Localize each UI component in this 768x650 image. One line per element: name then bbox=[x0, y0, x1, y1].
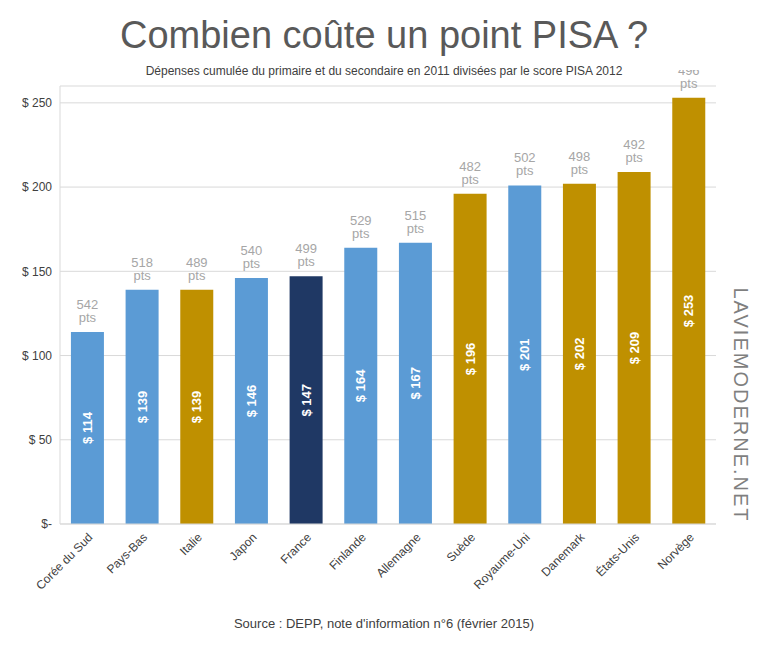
svg-text:$ 200: $ 200 bbox=[22, 180, 52, 194]
svg-text:Corée du Sud: Corée du Sud bbox=[33, 530, 95, 592]
svg-text:Allemagne: Allemagne bbox=[373, 530, 423, 580]
svg-text:Danemark: Danemark bbox=[538, 530, 588, 580]
html-text:Source : DEPP, note d'informat: Source : DEPP, note d'information n°6 (f… bbox=[233, 616, 534, 631]
svg-text:$ 114: $ 114 bbox=[80, 411, 95, 444]
html-text:Combien coûte un point PISA ?: Combien coûte un point PISA ? bbox=[119, 14, 649, 56]
svg-text:$ 150: $ 150 bbox=[22, 265, 52, 279]
svg-text:Norvège: Norvège bbox=[655, 530, 697, 572]
svg-text:États-Unis: États-Unis bbox=[592, 530, 642, 580]
svg-text:Suède: Suède bbox=[444, 530, 479, 565]
svg-text:$-: $- bbox=[41, 517, 52, 531]
svg-text:$ 139: $ 139 bbox=[135, 391, 150, 424]
svg-text:$ 146: $ 146 bbox=[244, 385, 259, 418]
svg-text:$ 100: $ 100 bbox=[22, 349, 52, 363]
svg-text:502pts: 502pts bbox=[514, 150, 536, 178]
html-text:Dépenses cumulée du primaire e: Dépenses cumulée du primaire et du secon… bbox=[145, 64, 623, 78]
svg-text:$ 147: $ 147 bbox=[299, 384, 314, 417]
svg-text:$ 201: $ 201 bbox=[517, 338, 532, 371]
svg-text:499pts: 499pts bbox=[295, 241, 317, 269]
svg-text:489pts: 489pts bbox=[186, 255, 208, 283]
svg-text:$ 164: $ 164 bbox=[353, 369, 368, 402]
svg-text:540pts: 540pts bbox=[241, 243, 263, 271]
svg-text:$ 209: $ 209 bbox=[627, 332, 642, 365]
svg-text:518pts: 518pts bbox=[131, 255, 153, 283]
svg-text:498pts: 498pts bbox=[569, 149, 591, 177]
svg-text:$ 139: $ 139 bbox=[189, 391, 204, 424]
svg-text:496pts: 496pts bbox=[678, 70, 700, 91]
svg-text:Finlande: Finlande bbox=[326, 530, 369, 573]
svg-text:515pts: 515pts bbox=[405, 208, 427, 236]
svg-text:$ 50: $ 50 bbox=[29, 433, 53, 447]
svg-text:$ 167: $ 167 bbox=[408, 367, 423, 400]
svg-text:$ 250: $ 250 bbox=[22, 96, 52, 110]
svg-text:Italie: Italie bbox=[177, 530, 205, 558]
svg-text:$ 196: $ 196 bbox=[463, 343, 478, 376]
svg-text:Japon: Japon bbox=[226, 530, 259, 563]
svg-text:492pts: 492pts bbox=[623, 137, 645, 165]
svg-text:France: France bbox=[278, 530, 315, 567]
svg-text:$ 202: $ 202 bbox=[572, 338, 587, 371]
svg-text:Pays-Bas: Pays-Bas bbox=[104, 530, 150, 576]
svg-text:529pts: 529pts bbox=[350, 213, 372, 241]
html-text:LAVIEMODERNE.NET: LAVIEMODERNE.NET bbox=[729, 287, 752, 523]
svg-text:Royaume-Uni: Royaume-Uni bbox=[471, 530, 533, 592]
svg-text:482pts: 482pts bbox=[459, 159, 481, 187]
svg-text:$ 253: $ 253 bbox=[681, 295, 696, 328]
svg-text:542pts: 542pts bbox=[77, 297, 99, 325]
